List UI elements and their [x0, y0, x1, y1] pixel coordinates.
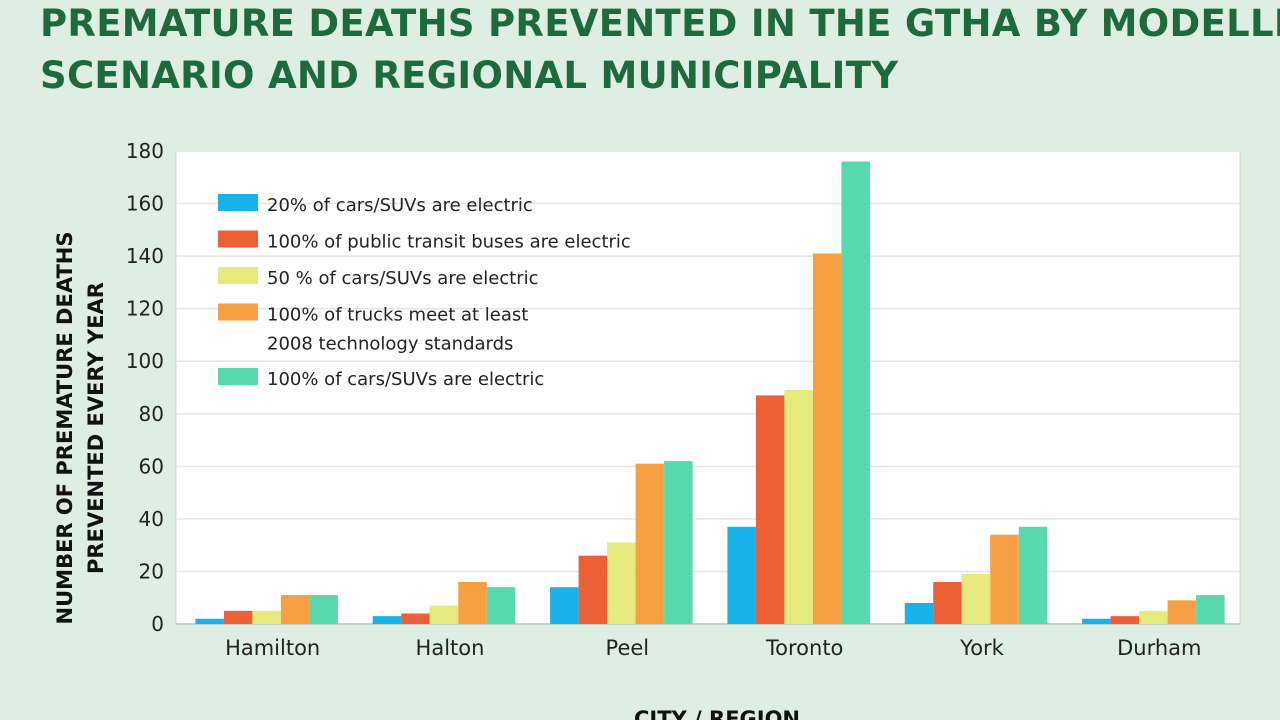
- bar: [223, 610, 253, 624]
- chart-title-line-2: SCENARIO AND REGIONAL MUNICIPALITY: [40, 54, 899, 97]
- y-axis-label-line: PREVENTED EVERY YEAR: [84, 282, 108, 574]
- bar: [727, 526, 756, 624]
- bar: [195, 618, 224, 624]
- bar: [1196, 595, 1225, 624]
- bar: [961, 574, 991, 624]
- y-tick-label: 160: [126, 192, 164, 216]
- legend: 20% of cars/SUVs are electric 100% of pub…: [218, 194, 631, 390]
- bar: [486, 587, 516, 624]
- y-tick-label: 180: [126, 139, 164, 163]
- x-category-label: York: [959, 636, 1005, 660]
- bar: [550, 587, 579, 624]
- bar: [280, 595, 310, 624]
- bar: [812, 253, 842, 624]
- x-axis-label: CITY / REGION: [634, 707, 800, 720]
- bar: [607, 542, 636, 624]
- plot-area: [175, 150, 1241, 625]
- legend-swatch: [218, 230, 258, 248]
- legend-swatch: [218, 267, 258, 284]
- x-category-label: Hamilton: [225, 636, 320, 660]
- legend-label: 100% of trucks meet at least: [267, 305, 528, 326]
- bar: [429, 605, 459, 624]
- y-axis-label-line: NUMBER OF PREMATURE DEATHS: [53, 232, 77, 625]
- bar: [755, 395, 785, 624]
- bar: [252, 610, 281, 624]
- bar: [1110, 616, 1140, 624]
- bar: [401, 613, 430, 624]
- y-tick-label: 100: [126, 349, 164, 373]
- y-tick-label: 60: [139, 454, 164, 478]
- bar: [1082, 618, 1111, 624]
- x-category-label: Durham: [1117, 636, 1201, 660]
- y-axis-label: NUMBER OF PREMATURE DEATHS PREVENTED EVER…: [53, 232, 108, 625]
- y-tick-label: 140: [126, 244, 164, 268]
- bar: [664, 461, 693, 624]
- x-category-label: Halton: [416, 636, 485, 660]
- bar: [1139, 610, 1168, 624]
- bar: [309, 595, 338, 624]
- bar: [635, 463, 665, 624]
- bar: [990, 534, 1019, 624]
- x-axis-categories: Hamilton Halton Peel Toronto York Durham: [225, 636, 1201, 660]
- bar: [784, 390, 813, 624]
- chart-title: PREMATURE DEATHS PREVENTED IN THE GTHA B…: [40, 0, 1280, 102]
- y-tick-label: 80: [139, 402, 164, 426]
- legend-label: 20% of cars/SUVs are electric: [267, 195, 533, 216]
- bar: [933, 581, 962, 624]
- y-tick-label: 120: [126, 297, 164, 321]
- bar: [1167, 600, 1197, 624]
- legend-label: 50 % of cars/SUVs are electric: [267, 268, 539, 289]
- bar: [1018, 526, 1048, 624]
- y-tick-label: 40: [139, 507, 164, 531]
- y-axis-ticks: 0 20 40 60 80 100 120 140 160 180: [126, 139, 164, 636]
- bar: [578, 555, 608, 624]
- y-tick-label: 0: [151, 612, 164, 636]
- chart-title-line-1: PREMATURE DEATHS PREVENTED IN THE GTHA B…: [40, 2, 1280, 45]
- legend-label: 100% of public transit buses are electri…: [267, 232, 631, 253]
- bar: [904, 602, 934, 624]
- bar: [458, 581, 487, 624]
- x-category-label: Toronto: [765, 636, 844, 660]
- bars: [195, 161, 1225, 624]
- x-category-label: Peel: [606, 636, 650, 660]
- legend-swatch: [218, 368, 258, 385]
- gridlines: [176, 150, 1240, 625]
- bar: [841, 161, 870, 624]
- y-tick-label: 20: [139, 559, 164, 583]
- legend-swatch: [218, 194, 258, 211]
- legend-swatch: [218, 303, 258, 321]
- bar: [372, 616, 402, 624]
- legend-label: 100% of cars/SUVs are electric: [267, 369, 544, 390]
- legend-label: 2008 technology standards: [267, 334, 513, 355]
